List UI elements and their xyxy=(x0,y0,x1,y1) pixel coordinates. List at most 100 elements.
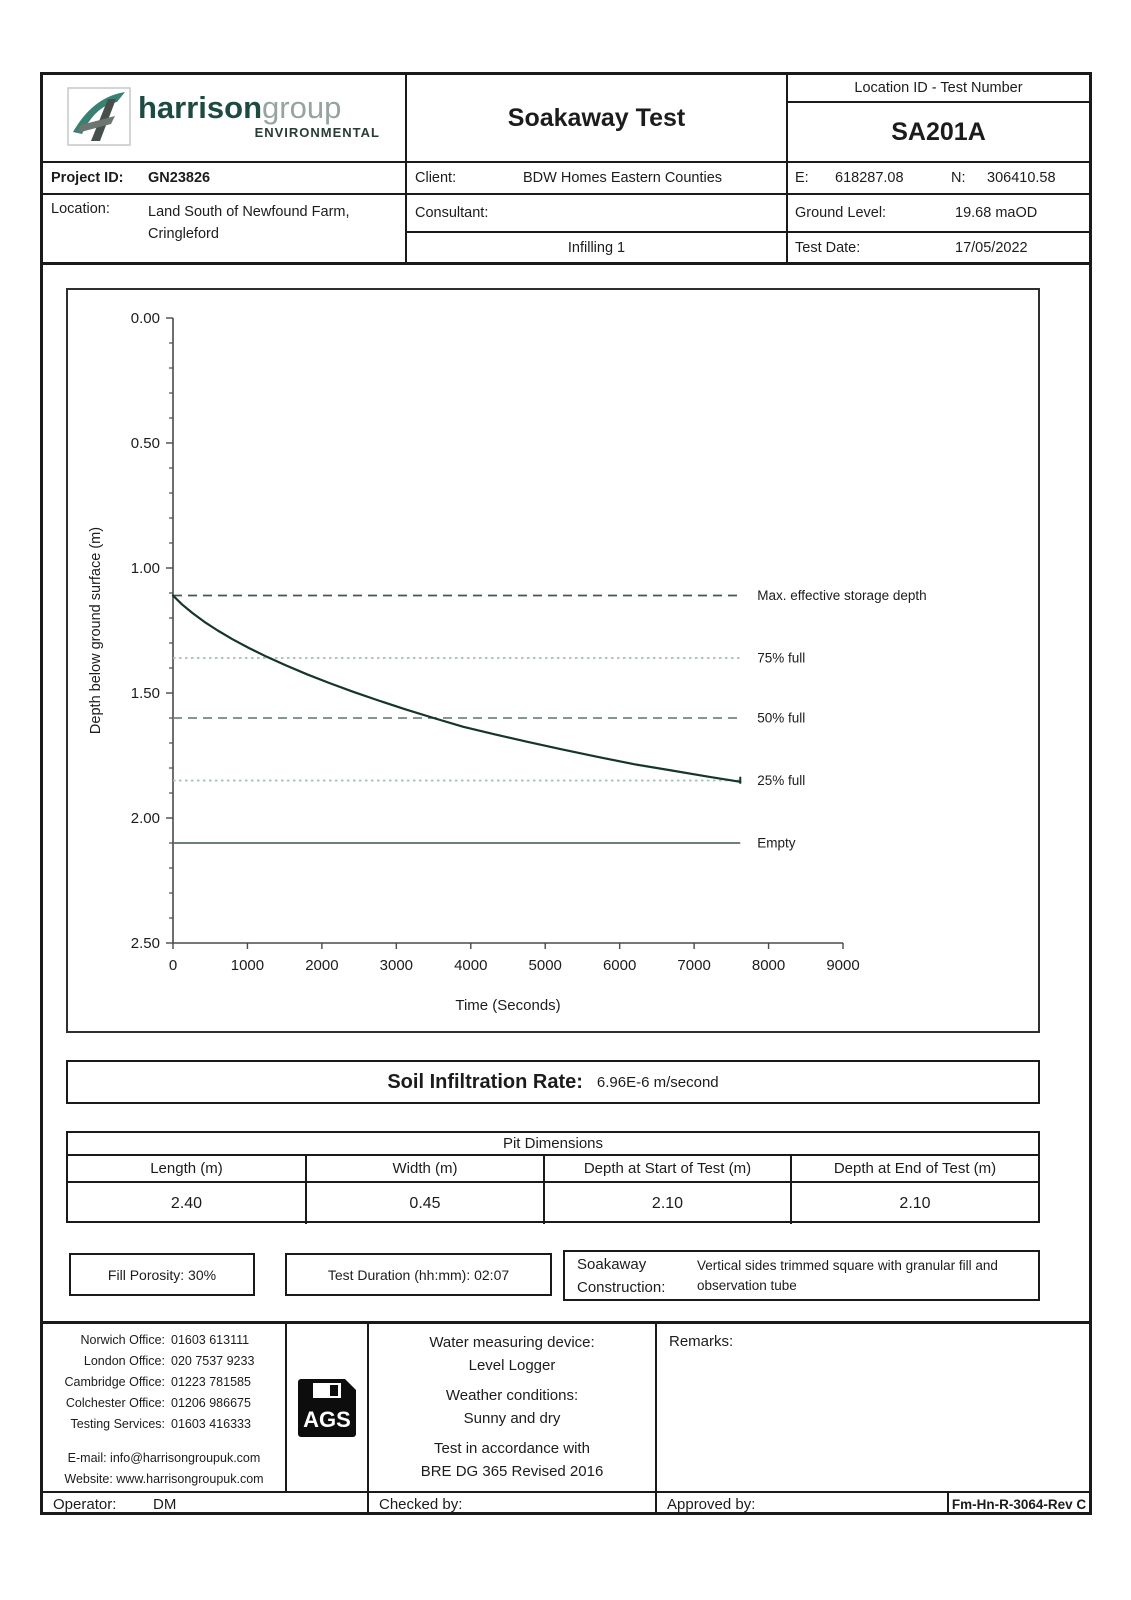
svg-text:25% full: 25% full xyxy=(757,773,805,788)
weather-label: Weather conditions: xyxy=(445,1387,579,1404)
pit-header-width: Width (m) xyxy=(307,1156,545,1181)
svg-text:4000: 4000 xyxy=(454,957,487,974)
pit-header-depth-start: Depth at Start of Test (m) xyxy=(545,1156,792,1181)
test-duration-box: Test Duration (hh:mm): 02:07 xyxy=(285,1253,552,1296)
svg-text:6000: 6000 xyxy=(603,957,636,974)
website-line: Website: www.harrisongroupuk.com xyxy=(64,1472,264,1486)
remarks-label: Remarks: xyxy=(669,1333,734,1350)
pit-value-depth-start: 2.10 xyxy=(545,1183,792,1224)
divider xyxy=(786,101,1089,103)
operator-label: Operator: xyxy=(53,1495,117,1513)
operator-value: DM xyxy=(153,1495,177,1513)
pit-value-width: 0.45 xyxy=(307,1183,545,1224)
divider xyxy=(43,1491,1089,1493)
soil-infiltration-rate-box: Soil Infiltration Rate: 6.96E-6 m/second xyxy=(66,1060,1040,1104)
divider xyxy=(43,161,1089,163)
office-row: Norwich Office: 01603 613111 xyxy=(43,1330,285,1351)
svg-text:1.00: 1.00 xyxy=(131,560,160,577)
office-row: Testing Services: 01603 416333 xyxy=(43,1414,285,1435)
location-value: Land South of Newfound Farm, Cringleford xyxy=(148,201,398,245)
ground-level-value: 19.68 maOD xyxy=(955,205,1038,221)
office-row: Colchester Office: 01206 986675 xyxy=(43,1393,285,1414)
divider xyxy=(43,262,1089,265)
fill-porosity-box: Fill Porosity: 30% xyxy=(69,1253,255,1296)
report-document: harrisongroup ENVIRONMENTAL Soakaway Tes… xyxy=(40,72,1092,1515)
divider xyxy=(285,1324,287,1491)
water-weather-cell: Water measuring device: Level Logger Wea… xyxy=(369,1331,655,1483)
pit-value-depth-end: 2.10 xyxy=(899,1194,931,1212)
svg-text:5000: 5000 xyxy=(529,957,562,974)
soakaway-construction-label: Soakaway Construction: xyxy=(577,1255,666,1296)
infilling-label: Infilling 1 xyxy=(567,239,626,256)
svg-text:2.50: 2.50 xyxy=(131,935,160,952)
office-phone: 01603 416333 xyxy=(171,1417,251,1431)
divider xyxy=(655,1493,657,1515)
northing-label: N: xyxy=(951,170,966,186)
brand-primary: harrison xyxy=(138,90,263,125)
svg-text:8000: 8000 xyxy=(752,957,785,974)
svg-text:2000: 2000 xyxy=(305,957,338,974)
divider xyxy=(43,1321,1089,1324)
divider xyxy=(405,231,788,233)
divider xyxy=(655,1324,657,1491)
client-label: Client: xyxy=(415,170,457,186)
office-phone: 01223 781585 xyxy=(171,1375,251,1389)
svg-text:50% full: 50% full xyxy=(757,711,805,726)
svg-text:2.00: 2.00 xyxy=(131,810,160,827)
svg-text:Max. effective storage depth: Max. effective storage depth xyxy=(757,588,926,603)
pit-header-length: Length (m) xyxy=(68,1156,307,1181)
office-row: Cambridge Office: 01223 781585 xyxy=(43,1372,285,1393)
offices-cell: Norwich Office: 01603 613111 London Offic… xyxy=(43,1330,285,1490)
office-row: London Office: 020 7537 9233 xyxy=(43,1351,285,1372)
accordance-line1: Test in accordance with xyxy=(434,1440,590,1457)
location-id-test-number-label: Location ID - Test Number xyxy=(854,80,1023,96)
divider xyxy=(947,1493,949,1515)
divider xyxy=(367,1324,369,1491)
location-line1: Land South of Newfound Farm, xyxy=(148,204,350,220)
chart-frame: 0.00 0.50 1.00 1.50 2.00 2.50 0 1000 2000 3000 400… xyxy=(66,288,1040,1033)
project-id-label: Project ID: xyxy=(51,170,124,186)
northing-value: 306410.58 xyxy=(987,170,1056,186)
soakaway-construction-value: Vertical sides trimmed square with granu… xyxy=(697,1257,998,1293)
pit-dimensions-table: Pit Dimensions Length (m) Width (m) Dept… xyxy=(66,1131,1040,1224)
office-label: Cambridge Office: xyxy=(64,1375,165,1389)
svg-text:Empty: Empty xyxy=(757,836,796,851)
soakaway-chart: 0.00 0.50 1.00 1.50 2.00 2.50 0 1000 2000 3000 400… xyxy=(88,310,927,1014)
svg-text:Time (Seconds): Time (Seconds) xyxy=(455,997,560,1014)
ground-level-label: Ground Level: xyxy=(795,205,887,221)
svg-text:0.00: 0.00 xyxy=(131,310,160,327)
divider xyxy=(786,231,1089,233)
svg-text:AGS: AGS xyxy=(303,1407,351,1432)
test-number: SA201A xyxy=(891,117,986,146)
device-value: Level Logger xyxy=(468,1357,556,1374)
divider xyxy=(43,193,1089,195)
device-label: Water measuring device: xyxy=(429,1334,595,1351)
page-title: Soakaway Test xyxy=(507,103,686,132)
logo-text: harrisongroup ENVIRONMENTAL xyxy=(138,90,380,141)
office-phone: 020 7537 9233 xyxy=(171,1354,255,1368)
easting-label: E: xyxy=(795,170,809,186)
soakaway-construction-box: Soakaway Construction: Vertical sides tr… xyxy=(563,1250,1040,1301)
consultant-label: Consultant: xyxy=(415,205,489,221)
svg-text:3000: 3000 xyxy=(380,957,413,974)
divider xyxy=(405,75,407,263)
pit-dimensions-value-row: 2.40 0.45 2.10 2.10 xyxy=(68,1183,1038,1224)
svg-text:Depth below ground surface (m): Depth below ground surface (m) xyxy=(88,527,104,734)
client-value: BDW Homes Eastern Counties xyxy=(523,170,723,186)
svg-text:1.50: 1.50 xyxy=(131,685,160,702)
office-label: London Office: xyxy=(83,1354,165,1368)
ags-cell: AGS xyxy=(287,1324,367,1491)
pit-value-length: 2.40 xyxy=(68,1183,307,1224)
office-label: Testing Services: xyxy=(70,1417,165,1431)
pit-dimensions-header-row: Length (m) Width (m) Depth at Start of T… xyxy=(68,1156,1038,1183)
svg-text:7000: 7000 xyxy=(677,957,710,974)
pit-dimensions-title: Pit Dimensions xyxy=(68,1133,1038,1156)
test-date-value: 17/05/2022 xyxy=(955,239,1028,256)
office-label: Colchester Office: xyxy=(65,1396,165,1410)
consultant-value xyxy=(573,195,783,231)
soil-infiltration-rate-label: Soil Infiltration Rate: xyxy=(387,1070,583,1093)
location-line2: Cringleford xyxy=(148,226,219,242)
logo-cell: harrisongroup ENVIRONMENTAL xyxy=(43,75,405,161)
project-id-value: GN23826 xyxy=(148,170,211,186)
